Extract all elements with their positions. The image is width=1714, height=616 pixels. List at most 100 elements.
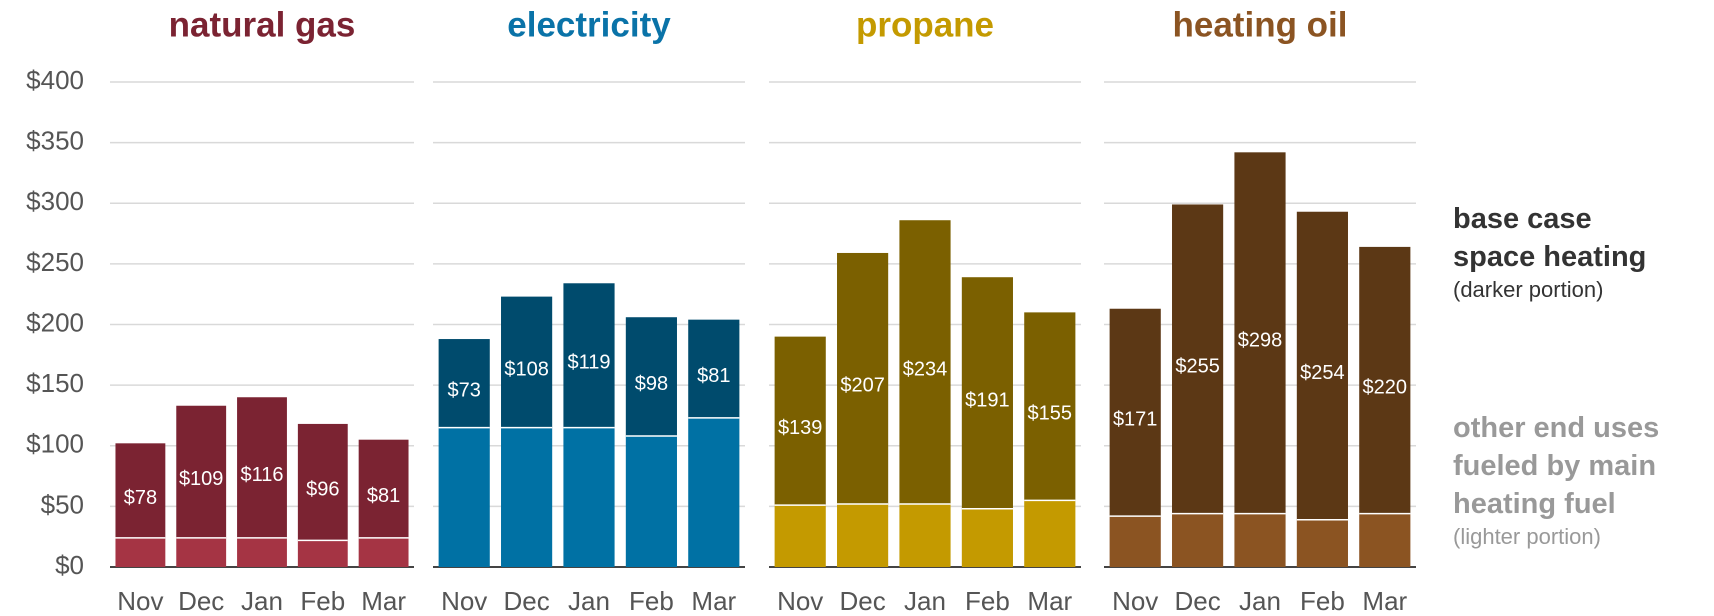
legend-note: (lighter portion) [1453, 524, 1601, 549]
bar-segment [563, 283, 615, 428]
value-label: $119 [567, 352, 610, 374]
bar-segment [176, 537, 227, 567]
legend-entry: other end uses fueled by main heating fu… [1453, 409, 1681, 551]
x-tick-label: Jan [1239, 586, 1281, 616]
y-tick-label: $350 [26, 126, 84, 156]
y-tick-label: $150 [26, 368, 84, 398]
bar-segment [1234, 513, 1286, 567]
bar-segment [688, 319, 740, 418]
legend-name: base case space heating [1453, 203, 1647, 273]
y-tick-label: $0 [55, 550, 84, 580]
panel-title: heating oil [1173, 5, 1348, 44]
bar-segment [774, 505, 826, 567]
value-label: $96 [306, 478, 339, 500]
bar-segment [1172, 204, 1224, 514]
panel-title: natural gas [169, 5, 356, 44]
value-label: $81 [697, 365, 730, 387]
bar-segment [1109, 308, 1161, 517]
bar-segment [237, 397, 287, 538]
panel-title: propane [856, 5, 994, 44]
bar-segment [899, 503, 951, 567]
x-tick-label: Feb [629, 586, 674, 616]
x-tick-label: Mar [361, 586, 406, 616]
bar-segment [1359, 513, 1411, 567]
value-label: $108 [504, 358, 549, 380]
x-tick-label: Jan [568, 586, 610, 616]
value-label: $78 [124, 487, 157, 509]
bar-segment [625, 436, 677, 567]
bar-segment [501, 427, 553, 567]
x-tick-label: Dec [839, 586, 885, 616]
value-label: $81 [367, 485, 400, 507]
x-tick-label: Nov [1112, 586, 1158, 616]
value-label: $116 [240, 464, 283, 486]
bar-segment [688, 417, 740, 567]
value-label: $155 [1028, 403, 1073, 425]
bar-segment [961, 277, 1013, 509]
bar-segment [1234, 152, 1286, 514]
value-label: $191 [965, 389, 1010, 411]
x-tick-label: Nov [441, 586, 487, 616]
bar-segment [115, 443, 166, 538]
x-tick-label: Dec [503, 586, 549, 616]
bar-segment [438, 339, 490, 428]
bar-segment [115, 537, 166, 567]
x-tick-label: Dec [178, 586, 224, 616]
value-label: $255 [1175, 355, 1220, 377]
bar-segment [774, 336, 826, 506]
bar-segment [837, 503, 889, 567]
x-tick-label: Feb [965, 586, 1010, 616]
bar-segment [1172, 513, 1224, 567]
value-label: $139 [778, 417, 823, 439]
y-tick-label: $400 [26, 65, 84, 95]
bar-segment [1359, 246, 1411, 514]
value-label: $73 [448, 380, 481, 402]
x-tick-label: Nov [117, 586, 163, 616]
x-tick-label: Feb [300, 586, 345, 616]
bar-segment [358, 537, 409, 567]
value-label: $207 [840, 375, 885, 397]
bar-segment [1024, 500, 1076, 567]
x-tick-label: Jan [241, 586, 283, 616]
bar-segment [899, 220, 951, 504]
x-tick-label: Jan [904, 586, 946, 616]
value-label: $298 [1238, 329, 1283, 351]
value-label: $98 [635, 373, 668, 395]
y-tick-label: $100 [26, 429, 84, 459]
bar-segment [837, 252, 889, 504]
x-tick-label: Dec [1174, 586, 1220, 616]
panel-title: electricity [507, 5, 671, 44]
value-label: $109 [179, 468, 224, 490]
bar-segment [563, 427, 615, 567]
x-tick-label: Mar [1027, 586, 1072, 616]
x-tick-label: Mar [1362, 586, 1407, 616]
bar-segment [625, 317, 677, 437]
bar-segment [961, 508, 1013, 567]
y-tick-label: $300 [26, 186, 84, 216]
bar-segment [438, 427, 490, 567]
bar-segment [176, 405, 227, 538]
x-tick-label: Nov [777, 586, 823, 616]
x-tick-label: Mar [691, 586, 736, 616]
bar-segment [237, 537, 287, 567]
value-label: $234 [903, 358, 948, 380]
y-tick-label: $200 [26, 307, 84, 337]
bar-segment [297, 423, 348, 541]
x-tick-label: Feb [1300, 586, 1345, 616]
bar-segment [1296, 519, 1348, 567]
bar-segment [1109, 516, 1161, 567]
value-label: $254 [1300, 362, 1345, 384]
y-tick-label: $250 [26, 247, 84, 277]
bar-segment [1296, 211, 1348, 520]
legend-note: (darker portion) [1453, 277, 1604, 302]
value-label: $220 [1363, 377, 1408, 399]
y-tick-label: $50 [41, 489, 84, 519]
legend-name: other end uses fueled by main heating fu… [1453, 412, 1660, 520]
bar-segment [501, 296, 553, 428]
bar-segment [297, 540, 348, 567]
value-label: $171 [1113, 409, 1158, 431]
legend-entry: base case space heating (darker portion) [1453, 200, 1681, 304]
bar-segment [1024, 312, 1076, 501]
